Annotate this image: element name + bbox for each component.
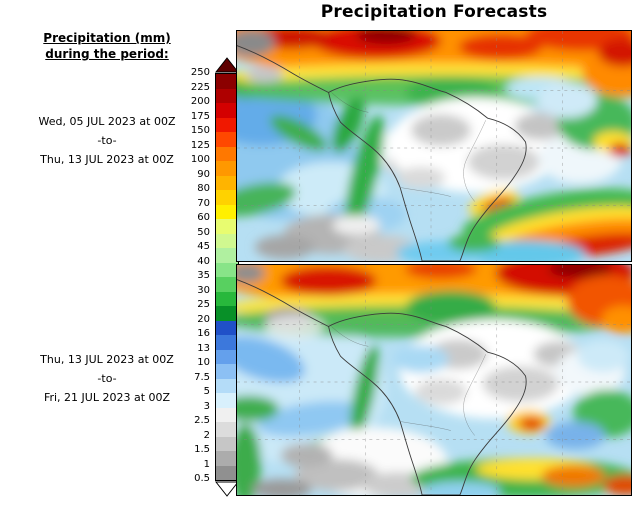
page-title: Precipitation Forecasts xyxy=(320,2,548,22)
colorbar-band xyxy=(216,291,238,306)
colorbar-band xyxy=(216,204,238,219)
colorbar-band xyxy=(216,422,238,437)
colorbar-band xyxy=(216,117,238,132)
period-1-separator: -to- xyxy=(97,134,117,147)
colorbar-tick-label: 200 xyxy=(190,96,210,107)
colorbar-tick-label: 150 xyxy=(190,125,210,136)
forecast-map-week1-svg xyxy=(237,31,631,261)
colorbar-band xyxy=(216,248,238,263)
coastline xyxy=(237,279,527,495)
colorbar-band xyxy=(216,407,238,422)
colorbar-tick-label: 0.5 xyxy=(194,473,210,484)
colorbar-band xyxy=(216,161,238,176)
colorbar-tick-label: 125 xyxy=(190,139,210,151)
period-2-start: Thu, 13 JUL 2023 at 00Z xyxy=(40,353,174,366)
colorbar-band xyxy=(216,233,238,248)
country-borders xyxy=(331,326,486,436)
forecast-map-week2 xyxy=(236,264,632,496)
colorbar-band xyxy=(216,74,238,89)
colorbar-band xyxy=(216,262,238,277)
colorbar-band xyxy=(216,88,238,103)
period-2-label: Thu, 13 JUL 2023 at 00Z -to- Fri, 21 JUL… xyxy=(4,350,210,407)
colorbar-tick-label: 1 xyxy=(203,458,210,470)
precipitation-field xyxy=(237,31,631,261)
precipitation-field xyxy=(237,265,631,495)
colorbar-bands xyxy=(215,73,239,481)
colorbar-tick-label: 16 xyxy=(197,328,210,339)
colorbar-labels: 250 225 200 175 150 125 100 90 80 70 60 50 45 40 35 30 2… xyxy=(156,57,210,503)
period-2-end: Fri, 21 JUL 2023 at 00Z xyxy=(43,391,171,404)
period-1-start: Wed, 05 JUL 2023 at 00Z xyxy=(38,115,176,128)
colorbar-band xyxy=(216,335,238,350)
colorbar-tick-label: 1.5 xyxy=(194,444,210,455)
colorbar-tick-label: 2.5 xyxy=(194,415,210,426)
colorbar-tick-label: 20 xyxy=(197,313,210,325)
colorbar-band xyxy=(216,364,238,379)
colorbar-tick-label: 13 xyxy=(197,342,210,354)
forecast-map-week2-svg xyxy=(237,265,631,495)
period-1-label: Wed, 05 JUL 2023 at 00Z -to- Thu, 13 JUL… xyxy=(4,112,210,169)
colorbar-band xyxy=(216,219,238,234)
colorbar-tick-label: 175 xyxy=(190,110,210,122)
colorbar-tick-label: 40 xyxy=(197,255,210,267)
colorbar-band xyxy=(216,306,238,321)
colorbar-tick-label: 90 xyxy=(197,168,210,180)
colorbar-band xyxy=(216,436,238,451)
colorbar-tick-label: 25 xyxy=(197,299,210,310)
colorbar-band xyxy=(216,465,238,480)
gridlines xyxy=(237,31,631,261)
colorbar-band xyxy=(216,451,238,466)
colorbar-tick-label: 60 xyxy=(197,212,210,223)
colorbar-band xyxy=(216,378,238,393)
legend-header-line2: during the period: xyxy=(45,47,169,61)
colorbar-arrow-top-icon xyxy=(215,57,239,73)
period-1-end: Thu, 13 JUL 2023 at 00Z xyxy=(40,153,174,166)
forecast-map-week1 xyxy=(236,30,632,262)
colorbar-tick-label: 250 xyxy=(190,67,210,78)
colorbar-band xyxy=(216,190,238,205)
colorbar-tick-label: 30 xyxy=(197,284,210,296)
colorbar-tick-label: 50 xyxy=(197,226,210,238)
colorbar-tick-label: 5 xyxy=(203,386,210,397)
colorbar-arrow-bottom-icon xyxy=(215,481,239,497)
colorbar-band xyxy=(216,103,238,118)
colorbar-tick-label: 100 xyxy=(190,154,210,165)
colorbar-tick-label: 35 xyxy=(197,270,210,281)
colorbar-band xyxy=(216,175,238,190)
colorbar-tick-label: 45 xyxy=(197,241,210,252)
colorbar-tick-label: 225 xyxy=(190,81,210,93)
colorbar-tick-label: 2 xyxy=(203,429,210,441)
colorbar-band xyxy=(216,393,238,408)
colorbar-tick-label: 7.5 xyxy=(194,371,210,383)
country-borders xyxy=(331,92,486,202)
legend-header: Precipitation (mm) during the period: xyxy=(4,30,210,62)
colorbar-band xyxy=(216,146,238,161)
colorbar-band xyxy=(216,132,238,147)
legend-header-line1: Precipitation (mm) xyxy=(43,31,171,45)
period-2-separator: -to- xyxy=(97,372,117,385)
colorbar-band xyxy=(216,320,238,335)
colorbar-tick-label: 80 xyxy=(197,183,210,194)
colorbar-tick-label: 3 xyxy=(203,400,210,412)
colorbar-band xyxy=(216,349,238,364)
colorbar-tick-label: 10 xyxy=(197,357,210,368)
colorbar xyxy=(215,57,239,497)
gridlines xyxy=(237,265,631,495)
colorbar-tick-label: 70 xyxy=(197,197,210,209)
coastline xyxy=(237,45,527,261)
colorbar-band xyxy=(216,277,238,292)
